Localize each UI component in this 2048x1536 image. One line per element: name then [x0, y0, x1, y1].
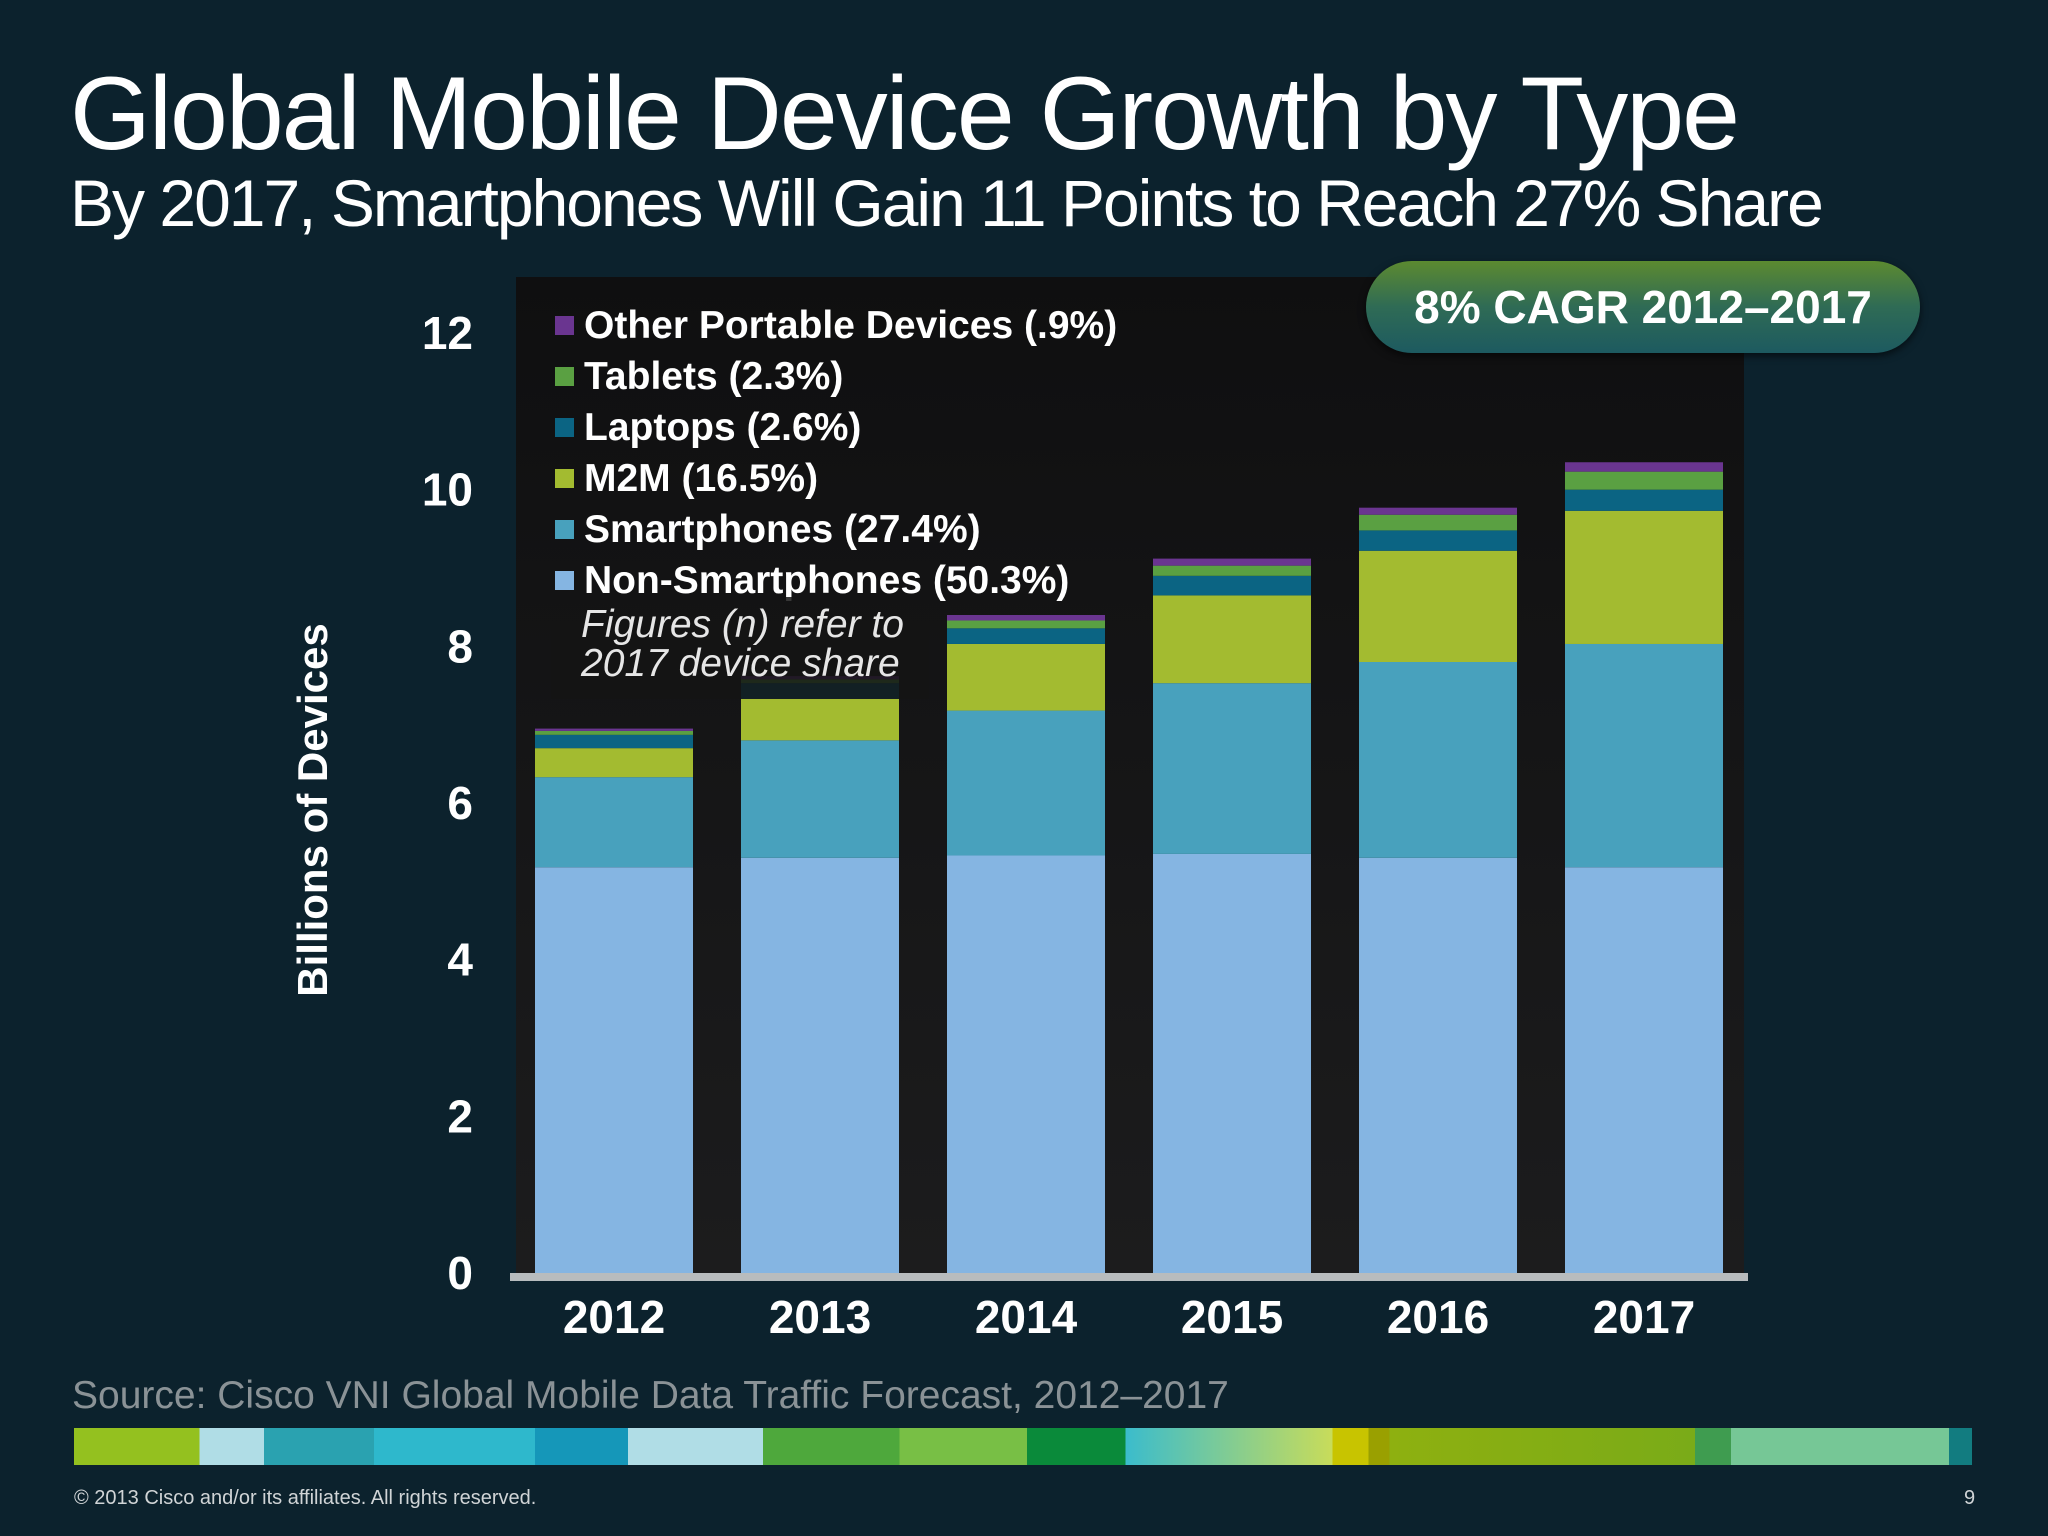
bar-segment — [1153, 853, 1311, 1273]
x-tick-label: 2012 — [563, 1291, 665, 1343]
source-text: Source: Cisco VNI Global Mobile Data Tra… — [72, 1374, 1229, 1417]
legend-swatch — [555, 316, 574, 335]
y-tick-label: 0 — [447, 1247, 473, 1299]
legend-swatch — [555, 571, 574, 590]
bar-segment — [947, 643, 1105, 711]
bar-segment — [1565, 471, 1723, 490]
bar-segment — [1359, 507, 1517, 515]
copyright-text: © 2013 Cisco and/or its affiliates. All … — [74, 1487, 537, 1509]
share-note: Figures (n) refer to 2017 device share — [551, 597, 929, 699]
legend-item: Laptops (2.6%) — [555, 402, 1117, 453]
bar-segment — [535, 728, 693, 731]
y-tick-label: 2 — [447, 1090, 473, 1142]
slide-title: Global Mobile Device Growth by Type — [70, 56, 1740, 172]
legend-item: Non-Smartphones (50.3%) — [555, 555, 1117, 606]
legend-item: Smartphones (27.4%) — [555, 504, 1117, 555]
bar-segment — [1153, 683, 1311, 854]
bar-segment — [535, 730, 693, 735]
bar-segment — [535, 867, 693, 1273]
bar-segment — [741, 740, 899, 858]
legend-item: Other Portable Devices (.9%) — [555, 300, 1117, 351]
cagr-callout: 8% CAGR 2012–2017 — [1366, 261, 1920, 353]
bar-segment — [535, 734, 693, 749]
bar-segment — [1153, 595, 1311, 684]
x-tick-label: 2017 — [1593, 1291, 1695, 1343]
bar-segment — [1359, 550, 1517, 662]
share-note-line-1: Figures (n) refer to — [581, 603, 904, 646]
x-tick-label: 2013 — [769, 1291, 871, 1343]
legend-label: Non-Smartphones (50.3%) — [584, 558, 1070, 602]
bar-segment — [1359, 857, 1517, 1273]
y-axis-label: Billions of Devices — [289, 623, 336, 997]
bar-segment — [1153, 558, 1311, 566]
bar-segment — [535, 777, 693, 868]
chart-legend: Other Portable Devices (.9%) Tablets (2.3… — [555, 300, 1117, 606]
bar-segment — [1153, 575, 1311, 596]
bar-segment — [947, 620, 1105, 629]
bar-segment — [947, 710, 1105, 856]
legend-item: Tablets (2.3%) — [555, 351, 1117, 402]
legend-swatch — [555, 520, 574, 539]
bar-segment — [947, 628, 1105, 644]
bar-segment — [1359, 530, 1517, 551]
y-tick-label: 4 — [447, 934, 473, 986]
y-tick-label: 10 — [422, 464, 473, 516]
legend-label: M2M (16.5%) — [584, 456, 819, 500]
legend-item: M2M (16.5%) — [555, 453, 1117, 504]
bar-segment — [1565, 510, 1723, 644]
bar-segment — [1565, 643, 1723, 868]
y-tick-label: 12 — [422, 307, 473, 359]
x-tick-label: 2014 — [975, 1291, 1078, 1343]
bar-segment — [535, 748, 693, 778]
legend-swatch — [555, 367, 574, 386]
bar-segment — [947, 615, 1105, 621]
bar-segment — [1359, 662, 1517, 858]
bar-segment — [741, 698, 899, 741]
bar-segment — [1565, 462, 1723, 472]
bar-segment — [1153, 565, 1311, 576]
bar-segment — [1565, 489, 1723, 511]
bar-segment — [1565, 867, 1723, 1273]
x-tick-label: 2015 — [1181, 1291, 1283, 1343]
plot-area — [516, 277, 1744, 1273]
bar-segment — [947, 855, 1105, 1273]
slide-subtitle: By 2017, Smartphones Will Gain 11 Points… — [70, 166, 1824, 240]
share-note-line-2: 2017 device share — [581, 642, 900, 685]
bar-segment — [741, 857, 899, 1273]
x-axis-line — [510, 1273, 1748, 1281]
decorative-color-strip — [74, 1428, 1972, 1465]
legend-label: Laptops (2.6%) — [584, 405, 862, 449]
x-tick-label: 2016 — [1387, 1291, 1489, 1343]
legend-label: Tablets (2.3%) — [584, 354, 844, 398]
y-tick-label: 8 — [447, 620, 473, 672]
legend-label: Smartphones (27.4%) — [584, 507, 981, 551]
legend-swatch — [555, 469, 574, 488]
y-tick-label: 6 — [447, 777, 473, 829]
legend-label: Other Portable Devices (.9%) — [584, 303, 1118, 347]
bar-segment — [1359, 514, 1517, 531]
legend-swatch — [555, 418, 574, 437]
page-number: 9 — [1964, 1487, 1976, 1509]
